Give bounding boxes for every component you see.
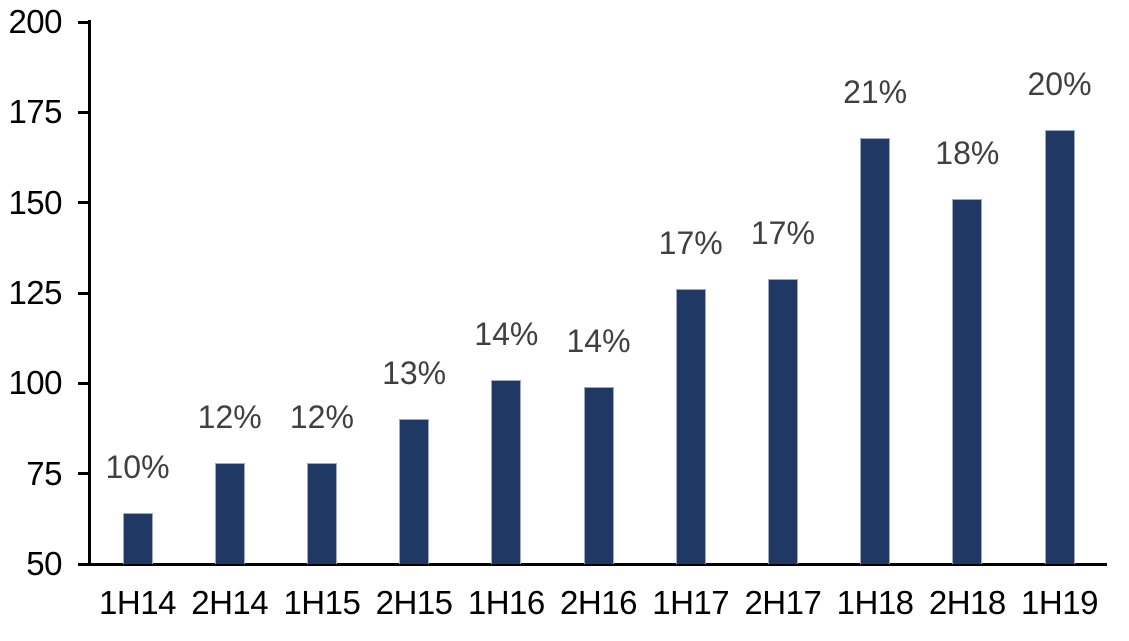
bar-value-label: 12% [289, 398, 354, 435]
y-tick-label: 175 [8, 93, 62, 131]
y-tick-label: 150 [8, 183, 62, 221]
bar-value-label: 13% [382, 355, 447, 392]
bar-value-label: 20% [1027, 66, 1092, 103]
x-tick-label: 1H14 [99, 584, 176, 621]
y-tick-mark [78, 20, 90, 24]
bar [491, 379, 522, 564]
bar [1044, 130, 1075, 564]
bar [122, 513, 153, 564]
y-tick-mark [78, 291, 90, 295]
x-tick-label: 2H17 [744, 584, 822, 621]
y-tick-mark [78, 201, 90, 205]
y-tick-label: 50 [26, 545, 62, 582]
x-tick-label: 1H18 [836, 584, 914, 621]
bar-value-label: 14% [566, 322, 631, 359]
y-tick-mark [78, 381, 90, 385]
bar [399, 419, 430, 564]
x-tick-label: 1H19 [1021, 584, 1098, 621]
x-tick-label: 2H14 [191, 584, 269, 621]
bar [583, 386, 614, 564]
bar-value-label: 18% [935, 135, 1000, 172]
bar-value-label: 21% [843, 73, 908, 110]
x-tick-label: 1H16 [467, 584, 545, 621]
x-tick-label: 1H15 [283, 584, 361, 621]
x-tick-label: 2H18 [928, 584, 1006, 621]
bar-value-label: 12% [197, 398, 262, 435]
y-tick-mark [78, 110, 90, 114]
y-tick-label: 200 [8, 3, 62, 40]
bar [675, 289, 706, 564]
x-axis-line [78, 563, 1107, 566]
bar [767, 278, 798, 564]
y-tick-label: 75 [26, 454, 62, 492]
bar-value-label: 17% [750, 214, 815, 251]
y-tick-label: 125 [8, 274, 62, 311]
y-tick-label: 100 [8, 364, 62, 402]
bar-value-label: 10% [105, 449, 170, 486]
x-tick-label: 2H15 [375, 584, 453, 621]
y-tick-mark [78, 472, 90, 476]
x-tick-label: 2H16 [560, 584, 637, 621]
bar [952, 199, 983, 564]
bar-value-label: 14% [474, 315, 539, 352]
bar [306, 462, 337, 564]
bar [214, 462, 245, 564]
x-tick-label: 1H17 [652, 584, 730, 621]
bar-value-label: 17% [658, 225, 723, 262]
bar [860, 137, 891, 564]
